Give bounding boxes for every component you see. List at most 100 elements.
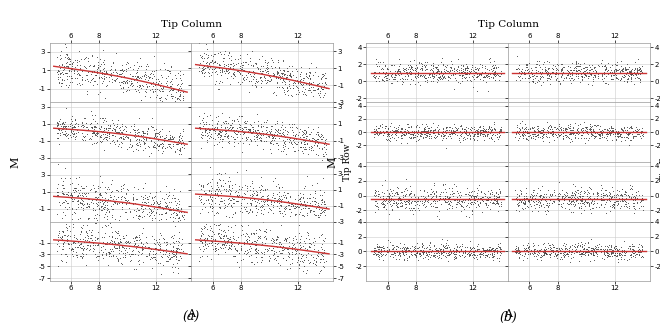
Point — [275, 209, 285, 214]
Point — [317, 242, 327, 247]
Point — [491, 190, 502, 195]
Point — [438, 131, 448, 137]
Point — [286, 93, 297, 98]
Point — [100, 212, 110, 217]
Point — [242, 200, 252, 206]
Point — [205, 239, 216, 244]
Point — [258, 202, 269, 207]
Point — [523, 73, 534, 78]
Point — [62, 59, 73, 64]
Point — [275, 240, 285, 245]
Point — [513, 192, 524, 197]
Point — [242, 251, 252, 256]
Point — [115, 134, 126, 139]
Point — [222, 75, 233, 80]
Point — [294, 240, 304, 246]
Point — [142, 241, 152, 246]
Point — [170, 149, 181, 154]
Point — [428, 68, 438, 73]
Point — [83, 204, 94, 209]
Point — [246, 197, 257, 202]
Point — [462, 202, 473, 208]
Point — [567, 75, 578, 81]
Point — [304, 146, 314, 151]
Point — [312, 139, 322, 144]
Point — [518, 247, 529, 252]
Point — [317, 254, 328, 259]
Point — [232, 69, 243, 74]
Point — [444, 195, 454, 200]
Point — [395, 197, 406, 203]
Point — [432, 64, 442, 69]
Point — [251, 242, 261, 247]
Point — [620, 64, 631, 69]
Point — [141, 63, 151, 68]
Point — [379, 74, 390, 79]
Point — [86, 142, 97, 147]
Point — [393, 71, 403, 77]
Point — [606, 125, 616, 130]
Point — [314, 145, 325, 151]
Point — [112, 70, 122, 76]
Point — [214, 176, 224, 182]
Point — [376, 249, 386, 255]
Point — [71, 120, 82, 125]
Point — [544, 123, 554, 128]
Point — [200, 242, 211, 248]
Point — [423, 74, 434, 80]
Point — [568, 198, 578, 204]
Point — [90, 124, 100, 129]
Point — [579, 203, 590, 208]
Point — [172, 200, 183, 206]
Point — [554, 179, 564, 184]
Point — [441, 190, 451, 195]
Point — [127, 248, 137, 253]
Point — [55, 123, 66, 128]
Point — [199, 190, 210, 196]
Point — [605, 242, 616, 247]
Point — [228, 127, 239, 132]
Point — [538, 79, 548, 84]
Point — [234, 192, 244, 197]
Point — [488, 71, 498, 77]
Point — [391, 199, 401, 205]
Point — [523, 250, 534, 255]
Point — [635, 69, 645, 74]
Point — [177, 236, 187, 241]
Point — [418, 126, 429, 131]
Point — [217, 183, 228, 188]
Point — [77, 75, 87, 80]
Point — [484, 247, 495, 252]
Point — [308, 126, 319, 131]
Point — [154, 83, 165, 88]
Point — [151, 130, 162, 136]
Point — [115, 68, 125, 73]
Point — [58, 71, 69, 76]
Point — [260, 77, 271, 83]
Point — [484, 125, 494, 131]
Point — [443, 250, 453, 256]
Point — [411, 251, 422, 256]
Point — [485, 194, 496, 200]
Point — [546, 128, 557, 133]
Point — [232, 116, 242, 122]
Point — [429, 134, 440, 139]
Point — [285, 201, 296, 206]
Point — [141, 135, 152, 140]
Point — [453, 244, 464, 249]
Point — [392, 249, 403, 255]
Point — [580, 246, 591, 252]
Point — [222, 124, 233, 130]
Point — [170, 265, 180, 270]
Point — [469, 72, 479, 77]
Point — [135, 63, 146, 68]
Point — [547, 128, 558, 134]
Point — [618, 252, 629, 257]
Point — [419, 188, 430, 193]
Point — [57, 62, 67, 67]
Point — [537, 183, 547, 188]
Point — [418, 196, 429, 201]
Point — [99, 199, 110, 205]
Point — [151, 199, 162, 205]
Point — [514, 198, 525, 203]
